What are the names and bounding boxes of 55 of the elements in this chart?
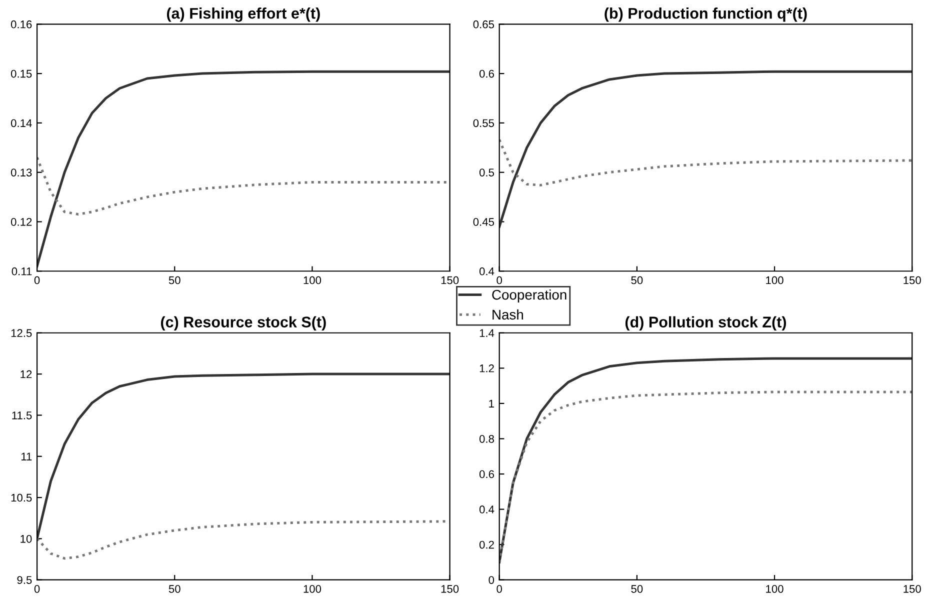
x-tick-label: 150 xyxy=(441,276,459,284)
y-tick-label: 0.65 xyxy=(473,20,494,28)
y-tick-label: 0 xyxy=(488,576,494,584)
x-tick-label: 50 xyxy=(168,584,180,593)
line-series xyxy=(499,390,912,564)
legend-label: Cooperation xyxy=(492,289,566,302)
x-tick-label: 150 xyxy=(904,584,921,593)
x-tick-label: 0 xyxy=(34,584,40,593)
y-tick-label: 11.5 xyxy=(12,412,32,420)
y-tick-label: 1.2 xyxy=(480,364,494,372)
x-tick-label: 0 xyxy=(34,276,40,284)
chart-title: (b) Production function q*(t) xyxy=(604,8,807,22)
y-tick-label: 0.14 xyxy=(10,119,32,128)
y-tick-label: 1.4 xyxy=(480,329,494,337)
line-series xyxy=(37,372,450,540)
x-tick-label: 50 xyxy=(631,276,643,284)
x-tick-label: 150 xyxy=(441,584,459,593)
y-tick-label: 0.8 xyxy=(479,434,494,443)
chart-title: (a) Fishing effort e*(t) xyxy=(166,8,320,22)
y-tick-label: 0.4 xyxy=(479,506,494,514)
y-tick-label: 0.2 xyxy=(479,540,494,549)
y-tick-label: 10 xyxy=(20,534,32,543)
y-tick-label: 12.5 xyxy=(11,329,32,338)
x-tick-label: 0 xyxy=(496,584,502,593)
y-tick-label: 0.55 xyxy=(473,119,494,128)
x-tick-label: 50 xyxy=(168,276,180,284)
x-tick-label: 0 xyxy=(496,276,502,284)
line-series xyxy=(499,70,912,228)
x-tick-label: 100 xyxy=(766,584,784,593)
y-tick-label: 0.6 xyxy=(479,70,494,78)
y-tick-label: 0.45 xyxy=(473,218,494,226)
line-series xyxy=(499,138,912,186)
x-tick-label: 50 xyxy=(631,584,643,593)
y-tick-label: 0.15 xyxy=(10,70,32,78)
y-tick-label: 10.5 xyxy=(11,494,32,502)
y-tick-label: 12 xyxy=(20,370,32,378)
y-tick-label: 11 xyxy=(21,452,32,460)
y-tick-label: 0.11 xyxy=(12,267,32,276)
legend-label: Nash xyxy=(492,309,523,320)
y-tick-label: 0.16 xyxy=(10,20,32,28)
x-tick-label: 100 xyxy=(304,584,322,593)
y-tick-label: 0.4 xyxy=(479,267,494,276)
line-series xyxy=(37,70,450,268)
y-tick-label: 0.13 xyxy=(10,168,32,176)
x-tick-label: 100 xyxy=(766,276,784,284)
y-tick-label: 1 xyxy=(489,400,494,408)
y-tick-label: 0.12 xyxy=(10,218,32,226)
y-tick-label: 9.5 xyxy=(17,576,32,584)
x-tick-label: 150 xyxy=(904,276,921,284)
line-series xyxy=(499,357,912,564)
chart-title: (c) Resource stock S(t) xyxy=(160,316,326,330)
y-tick-label: 0.5 xyxy=(479,168,494,176)
x-tick-label: 100 xyxy=(304,276,322,284)
chart-title: (d) Pollution stock Z(t) xyxy=(625,316,786,330)
y-tick-label: 0.6 xyxy=(479,470,494,478)
